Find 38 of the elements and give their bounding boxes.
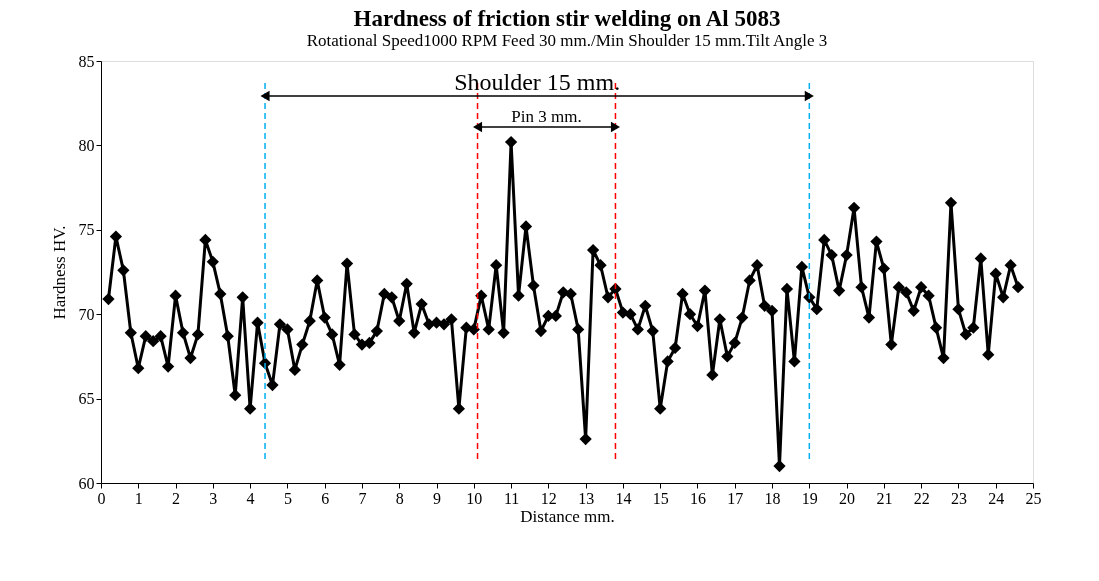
- x-tick-label: 18: [764, 489, 781, 507]
- y-axis-title: Hardness HV.: [49, 225, 69, 320]
- x-tick-label: 13: [578, 489, 595, 507]
- x-tick-label: 14: [615, 489, 632, 507]
- chart-subtitle: Rotational Speed1000 RPM Feed 30 mm./Min Shoulder 15 mm.Tilt Angle 3: [306, 31, 828, 50]
- chart-title: Hardness of friction stir welding on Al 5083: [353, 6, 781, 31]
- y-tick-label: 75: [78, 221, 95, 239]
- y-tick-label: 70: [78, 305, 95, 323]
- x-tick-label: 4: [246, 489, 255, 507]
- y-tick-label: 80: [78, 136, 95, 154]
- x-tick-label: 8: [395, 489, 404, 507]
- x-tick-label: 9: [433, 489, 442, 507]
- annotation: Pin 3 mm.: [511, 107, 582, 126]
- x-tick-label: 19: [801, 489, 818, 507]
- x-tick-label: 1: [134, 489, 143, 507]
- x-tick-label: 15: [652, 489, 669, 507]
- x-tick-label: 23: [950, 489, 967, 507]
- x-tick-label: 21: [876, 489, 893, 507]
- x-tick-label: 12: [540, 489, 557, 507]
- y-tick-label: 65: [78, 390, 95, 408]
- x-tick-label: 20: [839, 489, 856, 507]
- x-tick-label: 2: [172, 489, 181, 507]
- x-tick-label: 7: [358, 489, 367, 507]
- x-tick-label: 5: [283, 489, 292, 507]
- annotation: Shoulder 15 mm.: [454, 69, 621, 95]
- x-tick-label: 3: [209, 489, 218, 507]
- x-tick-label: 0: [97, 489, 106, 507]
- x-tick-label: 11: [503, 489, 520, 507]
- x-tick-label: 16: [689, 489, 706, 507]
- x-tick-label: 17: [727, 489, 744, 507]
- y-tick-label: 85: [78, 52, 95, 70]
- y-tick-label: 60: [78, 474, 95, 492]
- x-tick-label: 10: [466, 489, 483, 507]
- x-tick-label: 22: [913, 489, 930, 507]
- x-tick-label: 25: [1025, 489, 1042, 507]
- x-tick-label: 6: [321, 489, 330, 507]
- x-axis-title: Distance mm.: [520, 506, 615, 526]
- x-tick-label: 24: [988, 489, 1005, 507]
